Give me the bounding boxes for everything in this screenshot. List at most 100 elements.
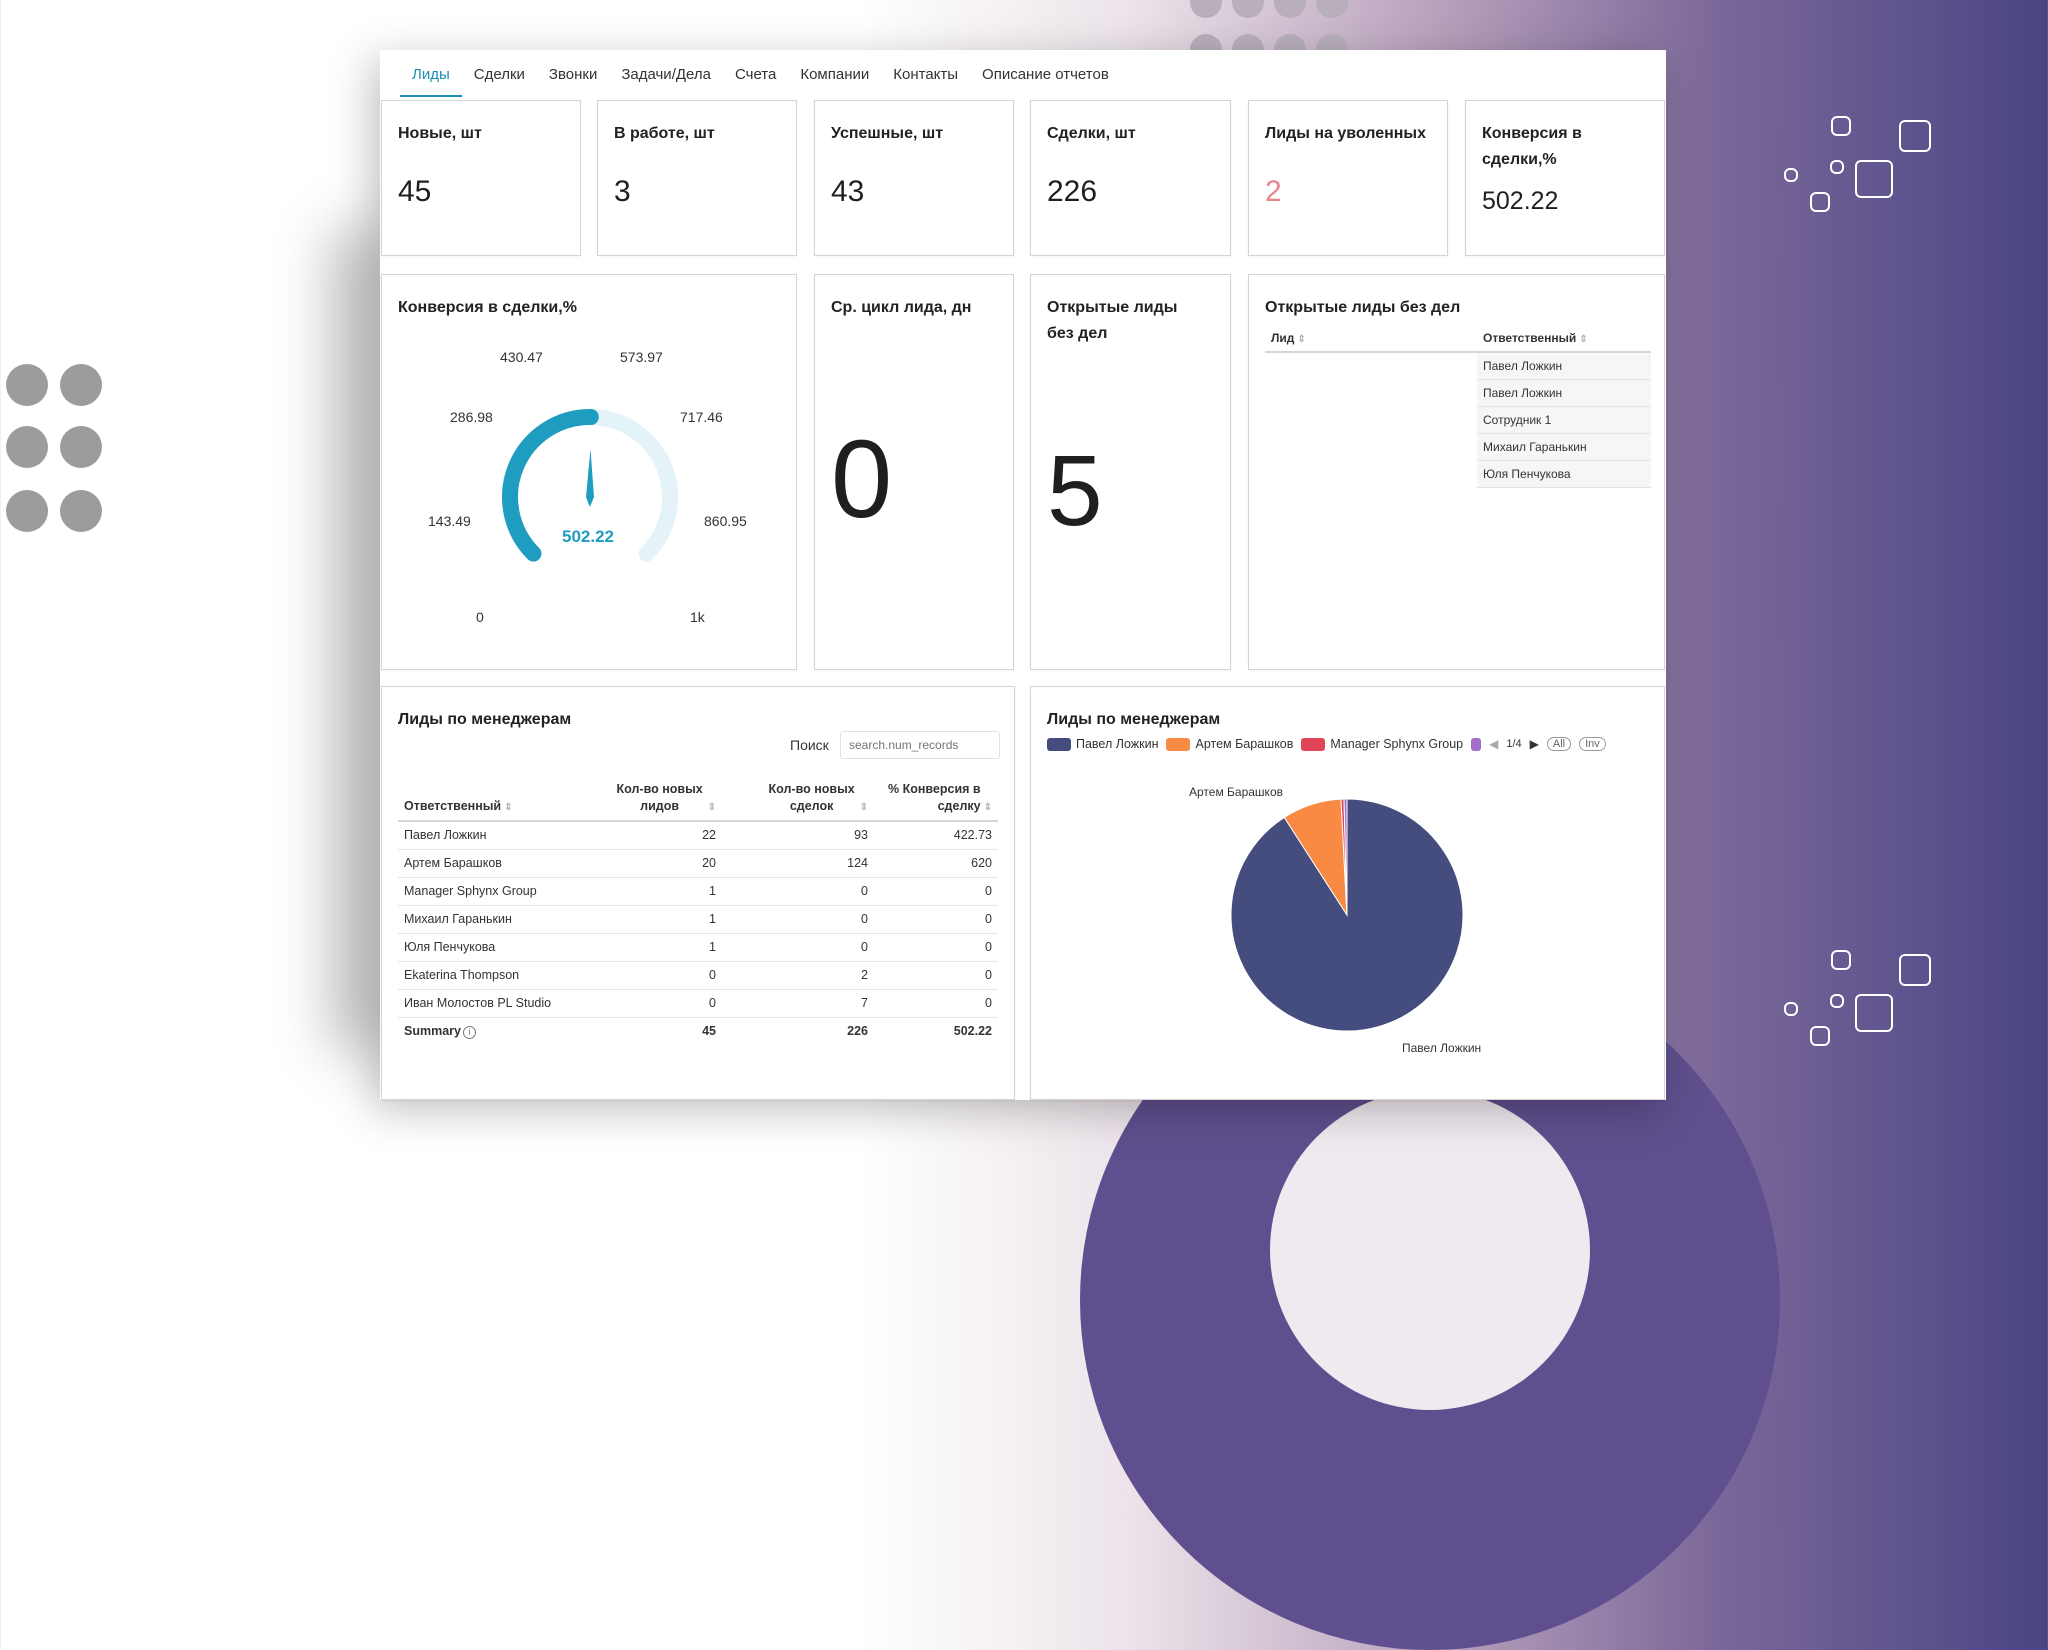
legend-item[interactable]: Павел Ложкин [1047,737,1158,751]
column-header-responsible[interactable]: Ответственный ⇕ [1477,325,1651,353]
table-row: Юля Пенчукова [1265,460,1651,488]
sort-icon: ⇕ [859,802,868,813]
responsible-cell: Павел Ложкин [1477,352,1651,380]
kpi-value: 43 [831,175,865,208]
new-deals-cell: 2 [722,961,874,990]
column-header-lead[interactable]: Лид ⇕ [1265,325,1477,353]
manager-cell: Manager Sphynx Group [398,877,590,906]
sort-icon: ⇕ [1579,334,1588,345]
tab-calls[interactable]: Звонки [548,66,598,83]
kpi-title: Конверсия в сделки,% [1482,125,1582,168]
legend-prev-icon[interactable]: ◀ [1489,737,1499,751]
column-header-label: Лид [1271,331,1295,345]
gauge-tick-label: 1k [690,609,705,625]
new-leads-cell: 20 [590,849,722,878]
decor-dot [6,364,48,406]
table-row: Manager Sphynx Group 1 0 0 [398,877,998,906]
pie-slice-label: Павел Ложкин [1402,1041,1482,1055]
kpi-title: Лиды на уволенных [1265,125,1426,142]
tab-tasks[interactable]: Задачи/Дела [621,66,711,83]
manager-cell: Юля Пенчукова [398,933,590,962]
kpi-card-in-progress: В работе, шт 3 [597,100,797,256]
pie-slice[interactable] [1343,798,1348,916]
gauge-card: Конверсия в сделки,% 430.47 573.97 286.9… [381,274,797,670]
legend-invert-button[interactable]: Inv [1579,737,1606,751]
kpi-card-new: Новые, шт 45 [381,100,581,256]
gauge-chart [502,409,678,562]
legend-swatch [1301,737,1326,751]
decor-dot [1274,0,1306,18]
kpi-title: Сделки, шт [1047,125,1136,142]
tab-leads[interactable]: Лиды [400,66,462,97]
gauge-needle [586,449,594,507]
open-leads-count-value: 5 [1047,435,1103,547]
pie-legend: Павел Ложкин Артем Барашков Manager Sphy… [1047,737,1606,751]
legend-label: Павел Ложкин [1076,737,1159,751]
info-icon[interactable]: i [462,1026,476,1039]
tab-companies[interactable]: Компании [800,66,870,83]
dashboard-panel: Лиды Сделки Звонки Задачи/Дела Счета Ком… [380,50,1666,1100]
decor-dot [6,426,48,468]
legend-next-icon[interactable]: ▶ [1529,737,1539,751]
open-leads-table: Лид ⇕ Ответственный ⇕ Павел Ложкин Павел Л… [1265,325,1651,488]
decor-square [1855,160,1893,198]
column-header-label: % Конверсия в сделку [888,782,981,813]
responsible-cell: Михаил Гаранькин [1477,433,1651,461]
tab-report-description[interactable]: Описание отчетов [982,66,1109,83]
new-leads-cell: 0 [590,961,722,990]
new-leads-cell: 22 [590,821,722,850]
decor-square [1899,954,1931,986]
avg-cycle-title: Ср. цикл лида, дн [831,299,972,316]
decor-square [1831,116,1851,136]
summary-new-leads: 45 [702,1024,716,1038]
legend-item[interactable] [1471,737,1482,751]
column-header-new-deals[interactable]: Кол-во новых сделок ⇕ [722,777,874,822]
legend-label: Manager Sphynx Group [1330,737,1464,751]
open-leads-table-title: Открытые лиды без дел [1265,299,1461,316]
decor-square [1784,168,1798,182]
decor-circle [1270,1090,1590,1410]
decor-square [1830,160,1844,174]
legend-page-indicator: 1/4 [1506,738,1522,750]
conversion-cell: 0 [874,961,998,990]
kpi-title: В работе, шт [614,125,715,142]
decor-dot [60,364,102,406]
kpi-value: 45 [398,175,432,208]
conversion-cell: 422.73 [874,821,998,850]
legend-all-button[interactable]: All [1546,737,1572,751]
conversion-cell: 0 [874,905,998,934]
conversion-cell: 0 [874,989,998,1018]
manager-cell: Ekaterina Thompson [398,961,590,990]
kpi-value: 502.22 [1482,187,1559,215]
managers-pie-card: Лиды по менеджерам Павел Ложкин Артем Ба… [1030,686,1665,1100]
summary-label: Summary [404,1024,461,1038]
tab-deals[interactable]: Сделки [473,66,525,83]
column-header-new-leads[interactable]: Кол-во новых лидов ⇕ [590,777,722,822]
pie-chart [1230,798,1464,1032]
avg-cycle-value: 0 [831,418,893,541]
column-header-label: Кол-во новых сделок [768,782,855,813]
column-header-label: Ответственный [1483,331,1577,345]
managers-table: Ответственный ⇕ Кол-во новых лидов ⇕ Кол-в… [398,777,998,1045]
table-row: Павел Ложкин 22 93 422.73 [398,821,998,850]
decor-square [1831,950,1851,970]
responsible-cell: Сотрудник 1 [1477,406,1651,434]
legend-item[interactable]: Артем Барашков [1166,737,1293,751]
column-header-responsible[interactable]: Ответственный ⇕ [398,777,590,822]
legend-item[interactable]: Manager Sphynx Group [1301,737,1463,751]
tab-invoices[interactable]: Счета [734,66,777,83]
gauge-tick-label: 860.95 [704,513,747,529]
new-deals-cell: 0 [722,905,874,934]
tab-contacts[interactable]: Контакты [893,66,959,83]
new-deals-cell: 93 [722,821,874,850]
search-input[interactable] [840,731,1000,759]
gauge-tick-label: 573.97 [620,349,663,365]
gauge-tick-label: 286.98 [450,409,493,425]
decor-square [1830,994,1844,1008]
kpi-value: 3 [614,175,631,208]
kpi-card-leads-fired: Лиды на уволенных 2 [1248,100,1448,256]
legend-swatch [1047,737,1071,751]
new-leads-cell: 1 [590,905,722,934]
column-header-conversion[interactable]: % Конверсия в сделку ⇕ [874,777,998,822]
gauge-tick-label: 0 [476,609,484,625]
